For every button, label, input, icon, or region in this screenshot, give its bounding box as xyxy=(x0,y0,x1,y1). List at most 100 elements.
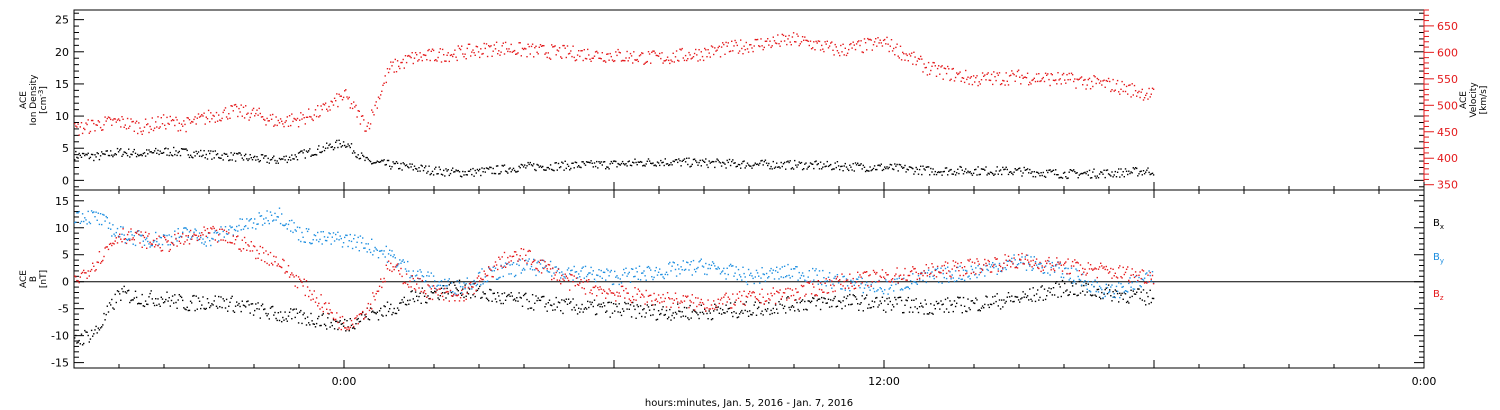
density-point xyxy=(205,153,207,156)
bz-point xyxy=(963,266,966,268)
bz-point xyxy=(573,275,575,277)
bz-point xyxy=(116,242,119,244)
velocity-point xyxy=(531,43,534,45)
bx-point xyxy=(565,298,567,300)
bx-point xyxy=(462,288,464,290)
by-point xyxy=(826,280,828,282)
velocity-point xyxy=(962,77,965,79)
bz-point xyxy=(350,319,353,322)
bz-point xyxy=(980,268,983,270)
bx-point xyxy=(857,303,859,305)
velocity-point xyxy=(1065,82,1067,84)
velocity-point xyxy=(633,51,635,53)
bz-point xyxy=(321,306,323,309)
bx-point xyxy=(940,300,942,302)
bz-point xyxy=(358,313,360,316)
by-point xyxy=(314,234,317,237)
bx-point xyxy=(799,301,801,304)
bx-point xyxy=(417,299,419,302)
velocity-point xyxy=(322,103,324,105)
by-point xyxy=(773,278,776,280)
velocity-point xyxy=(697,60,699,62)
velocity-point xyxy=(963,81,966,84)
velocity-point xyxy=(620,60,623,62)
density-point xyxy=(492,167,494,170)
by-point xyxy=(149,246,151,248)
bx-point xyxy=(192,295,194,297)
bz-point xyxy=(795,288,797,290)
bz-point xyxy=(337,321,339,324)
velocity-point xyxy=(284,121,286,124)
bx-point xyxy=(519,296,521,299)
by-point xyxy=(230,226,232,229)
by-point xyxy=(422,275,425,278)
bx-point xyxy=(315,322,318,325)
bx-point xyxy=(785,312,787,314)
velocity-point xyxy=(1031,79,1033,82)
bz-point xyxy=(665,306,668,308)
density-point xyxy=(894,163,896,165)
bx-point xyxy=(1092,294,1094,296)
density-point xyxy=(272,157,274,159)
by-point xyxy=(589,272,591,274)
density-point xyxy=(1049,169,1051,171)
velocity-point xyxy=(264,119,266,121)
velocity-point xyxy=(836,50,839,52)
by-point xyxy=(745,281,747,283)
density-point xyxy=(724,163,726,165)
bx-point xyxy=(972,302,975,304)
bx-point xyxy=(673,317,675,319)
velocity-point xyxy=(413,57,416,59)
density-point xyxy=(534,168,536,171)
velocity-point xyxy=(588,54,590,56)
bx-point xyxy=(935,300,938,303)
bx-point xyxy=(661,308,663,311)
velocity-point xyxy=(1026,72,1029,74)
density-point xyxy=(571,162,573,164)
bz-point xyxy=(376,290,378,292)
velocity-point xyxy=(1035,73,1038,75)
bz-point xyxy=(671,298,673,300)
density-point xyxy=(228,159,230,162)
bz-point xyxy=(135,232,138,234)
velocity-point xyxy=(141,133,143,135)
bz-point xyxy=(152,239,155,242)
density-point xyxy=(1017,167,1020,170)
velocity-point xyxy=(1105,79,1107,82)
by-point xyxy=(80,220,83,223)
density-point xyxy=(204,157,206,159)
density-point xyxy=(452,167,454,169)
bz-point xyxy=(189,229,192,232)
bz-point xyxy=(713,300,715,302)
by-point xyxy=(535,274,537,277)
bx-point xyxy=(900,299,903,302)
density-point xyxy=(93,159,95,162)
density-point xyxy=(223,152,225,155)
velocity-point xyxy=(922,71,924,73)
by-point xyxy=(556,270,558,272)
bz-point xyxy=(508,261,510,263)
by-point xyxy=(89,222,92,225)
bx-point xyxy=(913,299,915,301)
bz-point xyxy=(990,271,993,273)
density-point xyxy=(1035,171,1038,173)
bx-point xyxy=(552,309,554,311)
density-point xyxy=(1005,166,1007,168)
velocity-point xyxy=(655,54,657,57)
density-point xyxy=(1023,166,1025,169)
bx-point xyxy=(1060,295,1062,298)
density-point xyxy=(333,147,336,149)
bx-point xyxy=(416,295,418,297)
density-point xyxy=(731,160,733,163)
bz-point xyxy=(670,306,672,308)
density-point xyxy=(596,160,598,163)
density-point xyxy=(763,160,765,163)
bz-point xyxy=(500,265,502,267)
density-point xyxy=(678,158,680,160)
bz-point xyxy=(248,245,250,247)
velocity-point xyxy=(565,56,567,59)
velocity-point xyxy=(747,51,750,53)
bx-point xyxy=(517,300,519,302)
velocity-point xyxy=(1124,90,1127,93)
density-point xyxy=(895,165,897,167)
